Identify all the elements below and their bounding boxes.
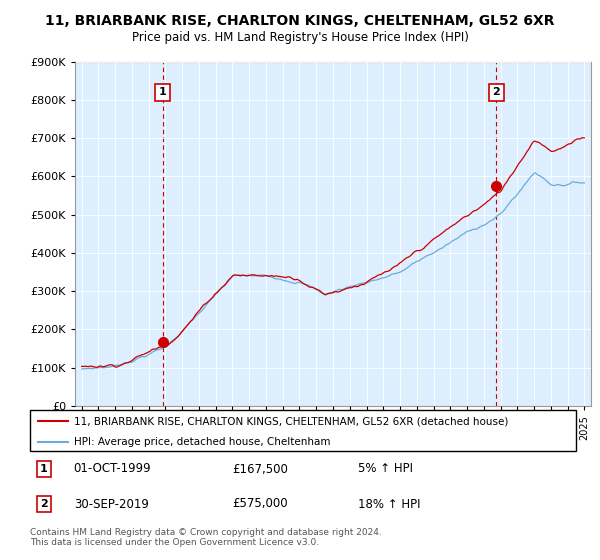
Text: 1: 1 <box>159 87 166 97</box>
Text: 2: 2 <box>40 499 47 509</box>
Text: 5% ↑ HPI: 5% ↑ HPI <box>358 463 413 475</box>
Text: 1: 1 <box>40 464 47 474</box>
Text: 2: 2 <box>493 87 500 97</box>
Text: 18% ↑ HPI: 18% ↑ HPI <box>358 497 420 511</box>
Text: £167,500: £167,500 <box>232 463 288 475</box>
Text: Contains HM Land Registry data © Crown copyright and database right 2024.
This d: Contains HM Land Registry data © Crown c… <box>30 528 382 547</box>
Text: HPI: Average price, detached house, Cheltenham: HPI: Average price, detached house, Chel… <box>74 437 330 447</box>
Text: 11, BRIARBANK RISE, CHARLTON KINGS, CHELTENHAM, GL52 6XR: 11, BRIARBANK RISE, CHARLTON KINGS, CHEL… <box>45 14 555 28</box>
Text: 11, BRIARBANK RISE, CHARLTON KINGS, CHELTENHAM, GL52 6XR (detached house): 11, BRIARBANK RISE, CHARLTON KINGS, CHEL… <box>74 417 508 426</box>
Text: 01-OCT-1999: 01-OCT-1999 <box>74 463 151 475</box>
Text: £575,000: £575,000 <box>232 497 287 511</box>
Text: 30-SEP-2019: 30-SEP-2019 <box>74 497 149 511</box>
Text: Price paid vs. HM Land Registry's House Price Index (HPI): Price paid vs. HM Land Registry's House … <box>131 31 469 44</box>
